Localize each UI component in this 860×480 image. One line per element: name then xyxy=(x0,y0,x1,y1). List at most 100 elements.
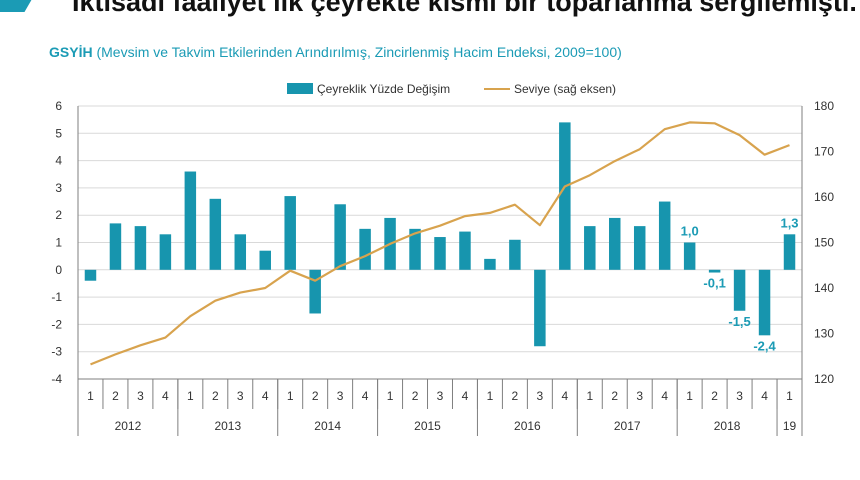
year-tick-label: 2013 xyxy=(214,419,241,433)
y-left-tick-label: 2 xyxy=(55,208,62,222)
bar xyxy=(633,226,646,270)
bar xyxy=(359,228,371,270)
year-tick-label: 19 xyxy=(783,419,797,433)
y-left-tick-label: -4 xyxy=(51,372,62,386)
legend: Çeyreklik Yüzde Değişim Seviye (sağ ekse… xyxy=(287,82,616,96)
y-left-tick-label: -3 xyxy=(51,345,62,359)
quarter-tick-label: 2 xyxy=(512,389,519,403)
quarter-tick-label: 4 xyxy=(262,389,269,403)
quarter-tick-label: 1 xyxy=(87,389,94,403)
bar-data-label: -0,1 xyxy=(703,276,725,291)
quarter-tick-label: 3 xyxy=(137,389,144,403)
bar xyxy=(758,269,771,336)
quarter-tick-label: 4 xyxy=(362,389,369,403)
bar xyxy=(84,269,97,281)
quarter-tick-label: 1 xyxy=(487,389,494,403)
bar-data-label: -2,4 xyxy=(753,338,776,353)
y-right-tick-label: 130 xyxy=(814,327,834,341)
year-tick-label: 2016 xyxy=(514,419,541,433)
y-left-tick-label: 3 xyxy=(55,181,62,195)
quarter-tick-label: 1 xyxy=(187,389,194,403)
quarter-tick-label: 2 xyxy=(412,389,419,403)
bar xyxy=(783,234,796,270)
y-right-tick-label: 180 xyxy=(814,99,834,113)
bar-data-label: -1,5 xyxy=(728,314,750,329)
bar xyxy=(534,269,546,347)
quarter-tick-label: 3 xyxy=(337,389,344,403)
chart-title-main: GSYİH xyxy=(49,44,93,60)
quarter-tick-label: 3 xyxy=(437,389,444,403)
bar xyxy=(733,269,746,311)
y-left-tick-label: 1 xyxy=(55,236,62,250)
quarter-tick-label: 4 xyxy=(462,389,469,403)
bar xyxy=(459,231,471,270)
quarter-tick-label: 2 xyxy=(312,389,319,403)
y-right-tick-label: 160 xyxy=(814,190,834,204)
quarter-tick-label: 3 xyxy=(237,389,244,403)
bar xyxy=(683,242,696,270)
bar xyxy=(184,171,197,270)
y-left-tick-label: 6 xyxy=(55,99,62,113)
bar xyxy=(309,269,321,314)
chart-title: GSYİH (Mevsim ve Takvim Etkilerinden Arı… xyxy=(49,44,622,60)
y-right-tick-label: 150 xyxy=(814,236,834,250)
bar xyxy=(434,237,446,270)
quarter-tick-label: 1 xyxy=(387,389,394,403)
y-right-tick-label: 170 xyxy=(814,145,834,159)
legend-bar-label: Çeyreklik Yüzde Değişim xyxy=(317,82,450,96)
bar xyxy=(559,122,571,270)
quarter-tick-label: 3 xyxy=(736,389,743,403)
y-left-tick-label: 0 xyxy=(55,263,62,277)
year-tick-label: 2017 xyxy=(614,419,641,433)
slide-headline: İktisadi faaliyet ilk çeyrekte kısmi bir… xyxy=(72,0,857,17)
quarter-tick-label: 4 xyxy=(561,389,568,403)
y-left-tick-label: -2 xyxy=(51,317,62,331)
quarter-tick-label: 4 xyxy=(761,389,768,403)
year-tick-label: 2012 xyxy=(115,419,142,433)
bar xyxy=(658,201,671,270)
legend-line-label: Seviye (sağ eksen) xyxy=(514,82,616,96)
chart-title-subtitle: (Mevsim ve Takvim Etkilerinden Arındırıl… xyxy=(96,44,622,60)
bar xyxy=(708,269,721,273)
bar xyxy=(284,196,296,270)
bar xyxy=(509,239,521,270)
y-right-tick-label: 140 xyxy=(814,281,834,295)
level-line xyxy=(90,121,790,366)
year-tick-label: 2015 xyxy=(414,419,441,433)
bar xyxy=(584,226,596,270)
bar xyxy=(484,258,496,270)
bar xyxy=(109,223,122,270)
quarter-tick-label: 3 xyxy=(636,389,643,403)
line-series xyxy=(90,121,790,366)
bar xyxy=(209,198,222,270)
quarter-tick-label: 1 xyxy=(686,389,693,403)
quarter-tick-label: 4 xyxy=(661,389,668,403)
year-tick-label: 2018 xyxy=(714,419,741,433)
bar xyxy=(159,234,172,270)
bar-data-label: 1,0 xyxy=(681,224,699,239)
quarter-tick-label: 4 xyxy=(162,389,169,403)
quarter-tick-label: 2 xyxy=(711,389,718,403)
bar xyxy=(259,250,271,270)
bar xyxy=(234,234,247,270)
y-right-tick-label: 120 xyxy=(814,372,834,386)
quarter-tick-label: 3 xyxy=(537,389,544,403)
y-left-tick-label: -1 xyxy=(51,290,62,304)
year-tick-label: 2014 xyxy=(314,419,341,433)
y-left-tick-label: 4 xyxy=(55,154,62,168)
quarter-tick-label: 2 xyxy=(112,389,119,403)
bar-data-label: 1,3 xyxy=(780,215,798,230)
bar xyxy=(409,228,421,270)
quarter-tick-label: 2 xyxy=(212,389,219,403)
quarter-tick-label: 2 xyxy=(611,389,618,403)
bar xyxy=(334,204,346,270)
data-labels: 1,0 -0,1 -1,5-2,4 1,3 xyxy=(681,215,799,353)
axes: -4 -3 -2 -1 0 1 2 3 4 5 6 120 130 140 150 160 170 180 1 2 3 4… xyxy=(51,99,834,436)
bar xyxy=(134,226,147,270)
quarter-tick-label: 1 xyxy=(786,389,793,403)
bar xyxy=(609,217,621,270)
legend-bar-swatch xyxy=(287,83,313,94)
y-left-tick-label: 5 xyxy=(55,126,62,140)
quarter-tick-label: 1 xyxy=(586,389,593,403)
